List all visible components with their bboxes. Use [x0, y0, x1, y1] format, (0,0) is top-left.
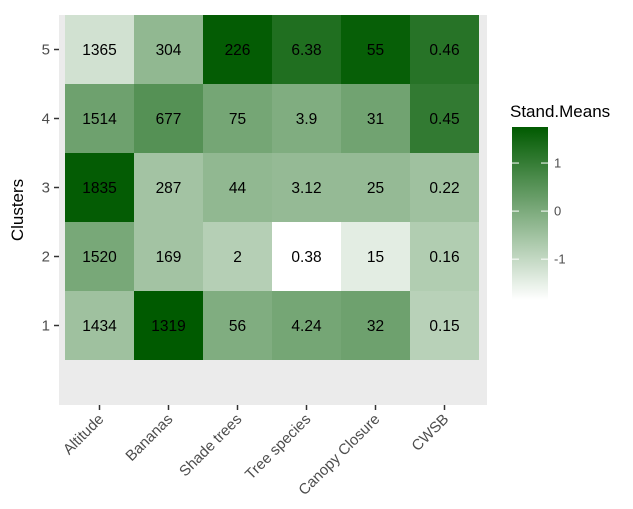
cell-value-label: 15 — [367, 249, 384, 266]
cell-value-label: 0.46 — [429, 42, 459, 59]
cell-value-label: 1365 — [82, 42, 116, 59]
heatmap-cells: 1365 304 226 6.38 55 0.46 1514 677 75 3.9 31 0.45 18… — [65, 15, 479, 360]
heatmap-cell — [341, 222, 410, 291]
cell-value-label: 1514 — [82, 111, 117, 128]
y-axis-title: Clusters — [8, 179, 27, 241]
heatmap-cell — [272, 153, 341, 222]
y-tick-label: 3 — [42, 180, 50, 197]
cell-value-label: 55 — [367, 42, 384, 59]
cell-value-label: 0.22 — [429, 180, 459, 197]
cell-value-label: 56 — [229, 318, 246, 335]
cell-value-label: 0.15 — [429, 318, 459, 335]
legend-colorbar — [512, 127, 548, 300]
cell-value-label: 0.38 — [291, 249, 321, 266]
cell-value-label: 169 — [156, 249, 182, 266]
heatmap-cell — [341, 15, 410, 84]
heatmap-cell — [410, 222, 479, 291]
heatmap-cell — [65, 84, 134, 153]
cell-value-label: 31 — [367, 111, 384, 128]
heatmap-cell — [410, 291, 479, 360]
heatmap-cell — [272, 291, 341, 360]
heatmap-cell — [341, 291, 410, 360]
cell-value-label: 3.12 — [291, 180, 321, 197]
heatmap-cell — [272, 15, 341, 84]
cell-value-label: 44 — [229, 180, 247, 197]
cell-value-label: 75 — [229, 111, 246, 128]
heatmap-cell — [272, 84, 341, 153]
cell-value-label: 677 — [156, 111, 182, 128]
heatmap-cell — [203, 222, 272, 291]
cell-value-label: 4.24 — [291, 318, 322, 335]
heatmap-cell — [134, 291, 203, 360]
heatmap-cell — [134, 15, 203, 84]
cell-value-label: 2 — [233, 249, 242, 266]
y-tick-label: 1 — [42, 318, 50, 335]
heatmap-cell — [410, 84, 479, 153]
x-tick-label: Shade trees — [176, 411, 245, 480]
heatmap-cell — [65, 15, 134, 84]
x-tick-label: Tree species — [242, 411, 314, 483]
x-tick-label: Altitude — [60, 411, 107, 458]
legend-tick-label: 0 — [554, 204, 561, 219]
cell-value-label: 304 — [156, 42, 182, 59]
heatmap-cell — [65, 222, 134, 291]
heatmap-cell — [410, 15, 479, 84]
legend: Stand.Means 1 0 -1 — [510, 102, 610, 300]
legend-tick-label: 1 — [554, 156, 561, 171]
cell-value-label: 25 — [367, 180, 384, 197]
heatmap-cell — [341, 84, 410, 153]
cell-value-label: 3.9 — [296, 111, 318, 128]
cell-value-label: 6.38 — [291, 42, 321, 59]
y-tick-label: 4 — [42, 111, 50, 128]
heatmap-cell — [341, 153, 410, 222]
heatmap-cell — [203, 291, 272, 360]
y-axis: 5 4 3 2 1 — [42, 42, 59, 335]
legend-ticks: 1 0 -1 — [512, 156, 566, 267]
x-tick-label: Bananas — [122, 411, 176, 465]
heatmap-cell — [65, 291, 134, 360]
heatmap-cell — [134, 153, 203, 222]
cell-value-label: 1835 — [82, 180, 116, 197]
legend-tick-label: -1 — [554, 252, 566, 267]
legend-title: Stand.Means — [510, 102, 610, 121]
cell-value-label: 1434 — [82, 318, 117, 335]
cell-value-label: 32 — [367, 318, 384, 335]
cell-value-label: 226 — [225, 42, 251, 59]
heatmap-cell — [203, 15, 272, 84]
cell-value-label: 287 — [156, 180, 182, 197]
cell-value-label: 1319 — [151, 318, 185, 335]
y-tick-label: 2 — [42, 249, 50, 266]
heatmap-cell — [410, 153, 479, 222]
heatmap-cell — [134, 84, 203, 153]
heatmap-cell — [203, 153, 272, 222]
cell-value-label: 0.45 — [429, 111, 459, 128]
cell-value-label: 1520 — [82, 249, 117, 266]
heatmap-cell — [272, 222, 341, 291]
x-tick-label: CWSB — [408, 411, 452, 455]
cell-value-label: 0.16 — [429, 249, 459, 266]
y-tick-label: 5 — [42, 42, 50, 59]
heatmap-cell — [203, 84, 272, 153]
heatmap-cell — [134, 222, 203, 291]
heatmap-cell — [65, 153, 134, 222]
